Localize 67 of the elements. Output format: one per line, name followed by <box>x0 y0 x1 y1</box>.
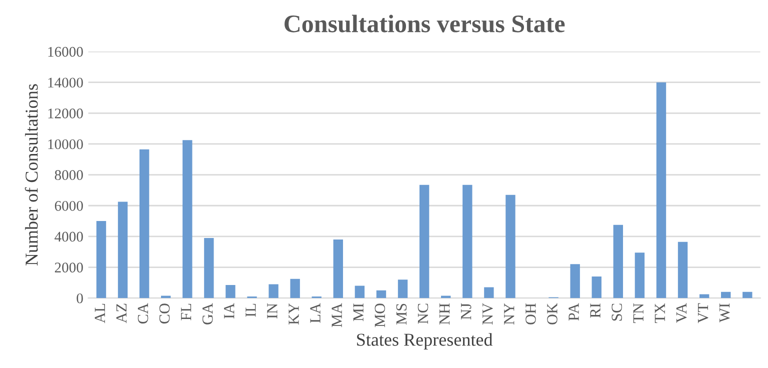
x-tick-label: WI <box>720 303 730 322</box>
bar <box>613 224 624 298</box>
x-tick-label: MS <box>396 304 407 325</box>
y-tick-label: 12000 <box>48 108 83 118</box>
x-tick-label: MA <box>332 303 342 328</box>
bar <box>656 82 666 298</box>
x-tick-label: MO <box>374 304 386 328</box>
x-tick-label: GA <box>202 303 213 324</box>
x-tick-label: PA <box>568 303 579 321</box>
chart-title: Consultations versus State <box>284 14 565 32</box>
y-tick-label: 2000 <box>54 262 83 272</box>
x-tick-label: TX <box>654 303 665 324</box>
x-tick-label: NY <box>504 303 514 325</box>
x-tick-label: NJ <box>461 303 472 320</box>
bar <box>290 278 300 298</box>
x-axis-title: States Represented <box>357 333 493 350</box>
x-tick-label: OK <box>547 303 558 324</box>
x-tick-label: VA <box>676 303 687 323</box>
bar <box>398 280 408 298</box>
x-tick-label: FL <box>181 304 192 320</box>
bar <box>592 276 602 298</box>
bar <box>139 149 150 298</box>
bar <box>96 221 106 298</box>
y-tick-label: 14000 <box>48 78 83 88</box>
bar <box>506 194 516 298</box>
bar <box>333 240 344 298</box>
x-tick-label: AZ <box>116 304 126 324</box>
bar <box>678 242 688 298</box>
y-tick-label: 16000 <box>48 46 83 57</box>
bar <box>699 294 710 298</box>
x-tick-label: IA <box>224 303 234 319</box>
x-tick-label: OH <box>526 303 536 324</box>
y-tick-label: 6000 <box>54 200 83 211</box>
x-tick-label: NH <box>440 303 450 325</box>
bar <box>268 284 278 298</box>
x-tick-label: RI <box>590 303 600 318</box>
x-tick-label: KY <box>288 303 299 325</box>
x-tick-label: LA <box>310 303 320 323</box>
x-tick-label: IN <box>267 303 278 319</box>
y-tick-label: 0 <box>76 293 83 304</box>
bar <box>376 290 386 298</box>
y-tick-label: 4000 <box>54 232 83 242</box>
x-tick-label: AL <box>94 304 105 324</box>
x-tick-label: TN <box>633 303 644 324</box>
bar <box>742 292 752 298</box>
bar <box>118 202 128 298</box>
x-tick-label: CO <box>159 304 170 324</box>
bar <box>721 292 731 298</box>
bar <box>484 287 494 298</box>
bar <box>570 264 580 298</box>
y-tick-label: 8000 <box>54 170 83 180</box>
bar <box>182 140 192 298</box>
y-tick-label: 10000 <box>48 139 83 150</box>
bar <box>226 284 236 298</box>
x-tick-label: NV <box>482 303 493 325</box>
x-tick-label: IL <box>246 304 256 317</box>
x-tick-label: SC <box>612 304 622 321</box>
bar <box>462 184 472 298</box>
bar <box>204 238 214 298</box>
y-axis-title: Number of Consultations <box>24 84 38 266</box>
x-tick-label: MI <box>353 303 364 322</box>
x-tick-label: VT <box>698 303 708 324</box>
bar <box>634 252 645 298</box>
x-tick-label: CA <box>138 303 148 324</box>
x-tick-label: NC <box>418 304 428 324</box>
bar <box>419 184 430 298</box>
bar <box>354 286 365 298</box>
